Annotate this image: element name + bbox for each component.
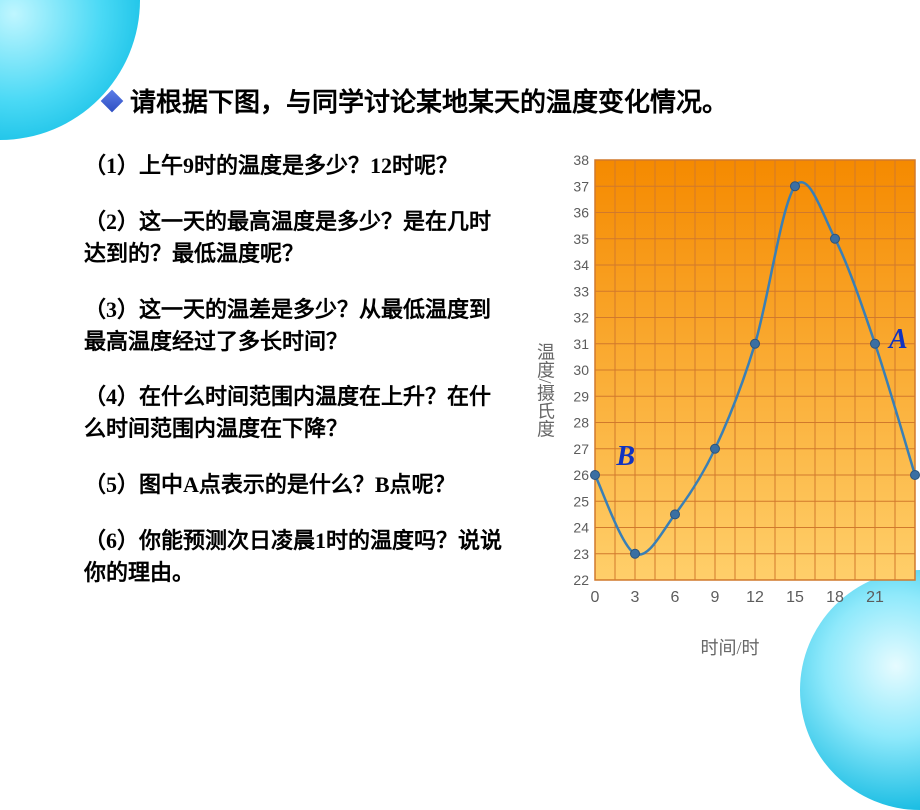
svg-text:A: A (887, 324, 908, 355)
svg-text:22: 22 (573, 572, 589, 588)
question-list: （1）上午9时的温度是多少？12时呢？ （2）这一天的最高温度是多少？是在几时达… (84, 150, 504, 613)
svg-text:37: 37 (573, 178, 589, 194)
svg-text:9: 9 (711, 589, 720, 606)
svg-text:B: B (615, 441, 635, 472)
question-4: （4）在什么时间范围内温度在上升？在什么时间范围内温度在下降？ (84, 381, 504, 445)
svg-text:23: 23 (573, 546, 589, 562)
svg-text:12: 12 (746, 589, 764, 606)
svg-text:21: 21 (866, 589, 884, 606)
svg-text:27: 27 (573, 441, 589, 457)
svg-text:33: 33 (573, 283, 589, 299)
temperature-chart: 温度/摄氏度 222324252627282930313233343536373… (540, 150, 920, 680)
svg-text:36: 36 (573, 205, 589, 221)
svg-text:35: 35 (573, 231, 589, 247)
svg-text:32: 32 (573, 310, 589, 326)
svg-text:34: 34 (573, 257, 589, 273)
svg-text:24: 24 (573, 520, 589, 536)
decor-circle-top-left (0, 0, 140, 140)
svg-text:3: 3 (631, 589, 640, 606)
svg-text:15: 15 (786, 589, 804, 606)
y-axis-label: 温度/摄氏度 (532, 342, 558, 437)
svg-text:29: 29 (573, 388, 589, 404)
svg-text:30: 30 (573, 362, 589, 378)
x-axis-label: 时间/时 (540, 634, 920, 660)
question-2: （2）这一天的最高温度是多少？是在几时达到的？最低温度呢？ (84, 206, 504, 270)
svg-text:0: 0 (591, 589, 600, 606)
question-5: （5）图中A点表示的是什么？B点呢？ (84, 469, 504, 501)
question-1: （1）上午9时的温度是多少？12时呢？ (84, 150, 504, 182)
title-row: 请根据下图，与同学讨论某地某天的温度变化情况。 (104, 82, 728, 119)
svg-text:6: 6 (671, 589, 680, 606)
question-6: （6）你能预测次日凌晨1时的温度吗？说说你的理由。 (84, 525, 504, 589)
question-3: （3）这一天的温差是多少？从最低温度到最高温度经过了多长时间？ (84, 294, 504, 358)
svg-text:26: 26 (573, 467, 589, 483)
bullet-icon (101, 89, 124, 112)
svg-text:28: 28 (573, 415, 589, 431)
page-title: 请根据下图，与同学讨论某地某天的温度变化情况。 (130, 82, 728, 119)
svg-text:25: 25 (573, 493, 589, 509)
svg-text:18: 18 (826, 589, 844, 606)
svg-text:31: 31 (573, 336, 589, 352)
chart-svg: 2223242526272829303132333435363738036912… (540, 150, 920, 630)
svg-text:38: 38 (573, 152, 589, 168)
